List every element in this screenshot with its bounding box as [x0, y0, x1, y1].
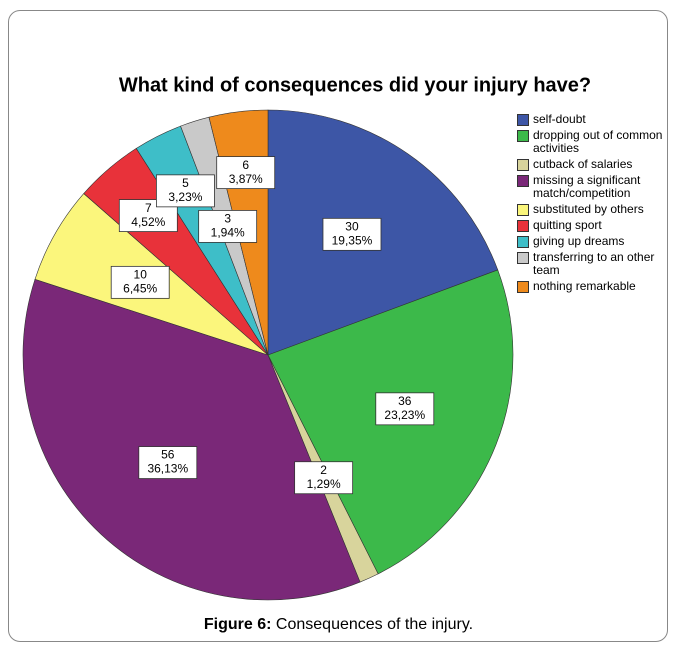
- label-box: [156, 174, 215, 208]
- label-box: [375, 392, 435, 426]
- label-box: [110, 265, 170, 299]
- legend-swatch: [517, 236, 529, 248]
- label-box: [216, 156, 276, 190]
- legend: self-doubt dropping out of common activit…: [517, 113, 667, 293]
- legend-swatch: [517, 281, 529, 293]
- value-label: 56: [161, 448, 175, 462]
- value-label: 7: [145, 201, 152, 215]
- value-label: 3: [224, 212, 231, 226]
- label-box: [138, 446, 198, 479]
- label-box: [118, 199, 178, 232]
- legend-label: quitting sport: [533, 218, 602, 232]
- percent-label: 36,13%: [147, 462, 188, 476]
- legend-swatch: [517, 159, 529, 171]
- percent-label: 23,23%: [384, 408, 425, 422]
- frame: [8, 10, 668, 642]
- percent-label: 4,52%: [131, 215, 165, 229]
- value-label: 30: [345, 220, 359, 234]
- label-box: [322, 217, 382, 251]
- percent-label: 1,94%: [211, 226, 245, 240]
- legend-label: dropping out of common activities: [533, 128, 663, 155]
- data-label: 63,87%: [216, 156, 276, 190]
- legend-swatch: [517, 252, 529, 264]
- value-label: 10: [134, 268, 148, 282]
- legend-item: nothing remarkable: [517, 280, 667, 293]
- legend-label: nothing remarkable: [533, 279, 636, 293]
- legend-item: substituted by others: [517, 203, 667, 216]
- legend-item: missing a significant match/competition: [517, 174, 667, 200]
- pie-slice: [22, 278, 361, 601]
- data-label: 21,29%: [294, 461, 354, 495]
- data-label: 106,45%: [110, 265, 170, 299]
- legend-swatch: [517, 204, 529, 216]
- data-label: 53,23%: [156, 174, 215, 208]
- percent-label: 3,87%: [229, 172, 263, 186]
- legend-item: self-doubt: [517, 113, 667, 126]
- legend-label: cutback of salaries: [533, 157, 633, 171]
- label-box: [294, 461, 354, 495]
- chart-title: What kind of consequences did your injur…: [119, 74, 591, 96]
- legend-item: dropping out of common activities: [517, 129, 667, 155]
- value-label: 2: [320, 463, 327, 477]
- pie-slice: [267, 109, 499, 356]
- legend-item: giving up dreams: [517, 235, 667, 248]
- legend-swatch: [517, 175, 529, 187]
- percent-label: 19,35%: [332, 234, 373, 248]
- caption: Figure 6: Consequences of the injury.: [0, 616, 677, 634]
- legend-label: substituted by others: [533, 202, 644, 216]
- value-label: 6: [242, 158, 249, 172]
- legend-swatch: [517, 220, 529, 232]
- legend-label: giving up dreams: [533, 234, 625, 248]
- legend-swatch: [517, 114, 529, 126]
- legend-item: cutback of salaries: [517, 158, 667, 171]
- data-label: 74,52%: [118, 199, 178, 232]
- value-label: 36: [398, 394, 412, 408]
- label-box: [198, 210, 258, 243]
- legend-item: quitting sport: [517, 219, 667, 232]
- percent-label: 1,29%: [307, 477, 341, 491]
- data-label: 31,94%: [198, 210, 258, 243]
- caption-text: Consequences of the injury.: [275, 616, 474, 633]
- legend-item: transferring to an other team: [517, 251, 667, 277]
- legend-label: transferring to an other team: [533, 250, 655, 277]
- legend-label: missing a significant match/competition: [533, 173, 641, 200]
- legend-swatch: [517, 130, 529, 142]
- legend-label: self-doubt: [533, 112, 586, 126]
- percent-label: 3,23%: [168, 190, 202, 204]
- percent-label: 6,45%: [123, 282, 157, 296]
- caption-label: Figure 6:: [203, 616, 272, 633]
- value-label: 5: [182, 176, 189, 190]
